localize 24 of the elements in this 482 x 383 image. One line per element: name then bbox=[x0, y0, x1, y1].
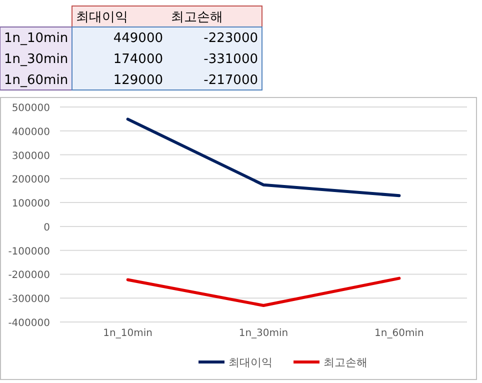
legend-label: 최고손해 bbox=[324, 356, 368, 369]
legend-label: 최대이익 bbox=[228, 356, 272, 369]
data-label: 449000 bbox=[113, 31, 163, 46]
y-tick-label: 1n_10min bbox=[4, 31, 68, 46]
y-tick-label: 0 bbox=[44, 222, 50, 234]
data-label: -223000 bbox=[204, 31, 258, 46]
y-tick-label: -400000 bbox=[8, 318, 50, 329]
x-tick-label: 1n_60min bbox=[374, 328, 424, 339]
y-tick-label: 400000 bbox=[12, 126, 50, 138]
x-tick-label: 1n_30min bbox=[238, 328, 288, 339]
y-tick-label: 500000 bbox=[12, 103, 50, 114]
data-label: 174000 bbox=[113, 52, 163, 67]
y-tick-label: 1n_30min bbox=[4, 52, 68, 67]
y-tick-label: -200000 bbox=[8, 270, 50, 282]
y-tick-label: 1n_60min bbox=[4, 73, 68, 88]
data-label: -331000 bbox=[204, 52, 258, 67]
y-tick-label: 100000 bbox=[12, 198, 50, 210]
y-tick-label: 300000 bbox=[12, 150, 50, 162]
data-label: -217000 bbox=[204, 73, 258, 88]
y-tick-label: 200000 bbox=[12, 174, 50, 186]
y-tick-label: -100000 bbox=[8, 246, 50, 258]
x-tick-label: 1n_10min bbox=[103, 328, 152, 339]
y-tick-label: -300000 bbox=[8, 294, 50, 306]
data-label: 129000 bbox=[113, 73, 163, 88]
